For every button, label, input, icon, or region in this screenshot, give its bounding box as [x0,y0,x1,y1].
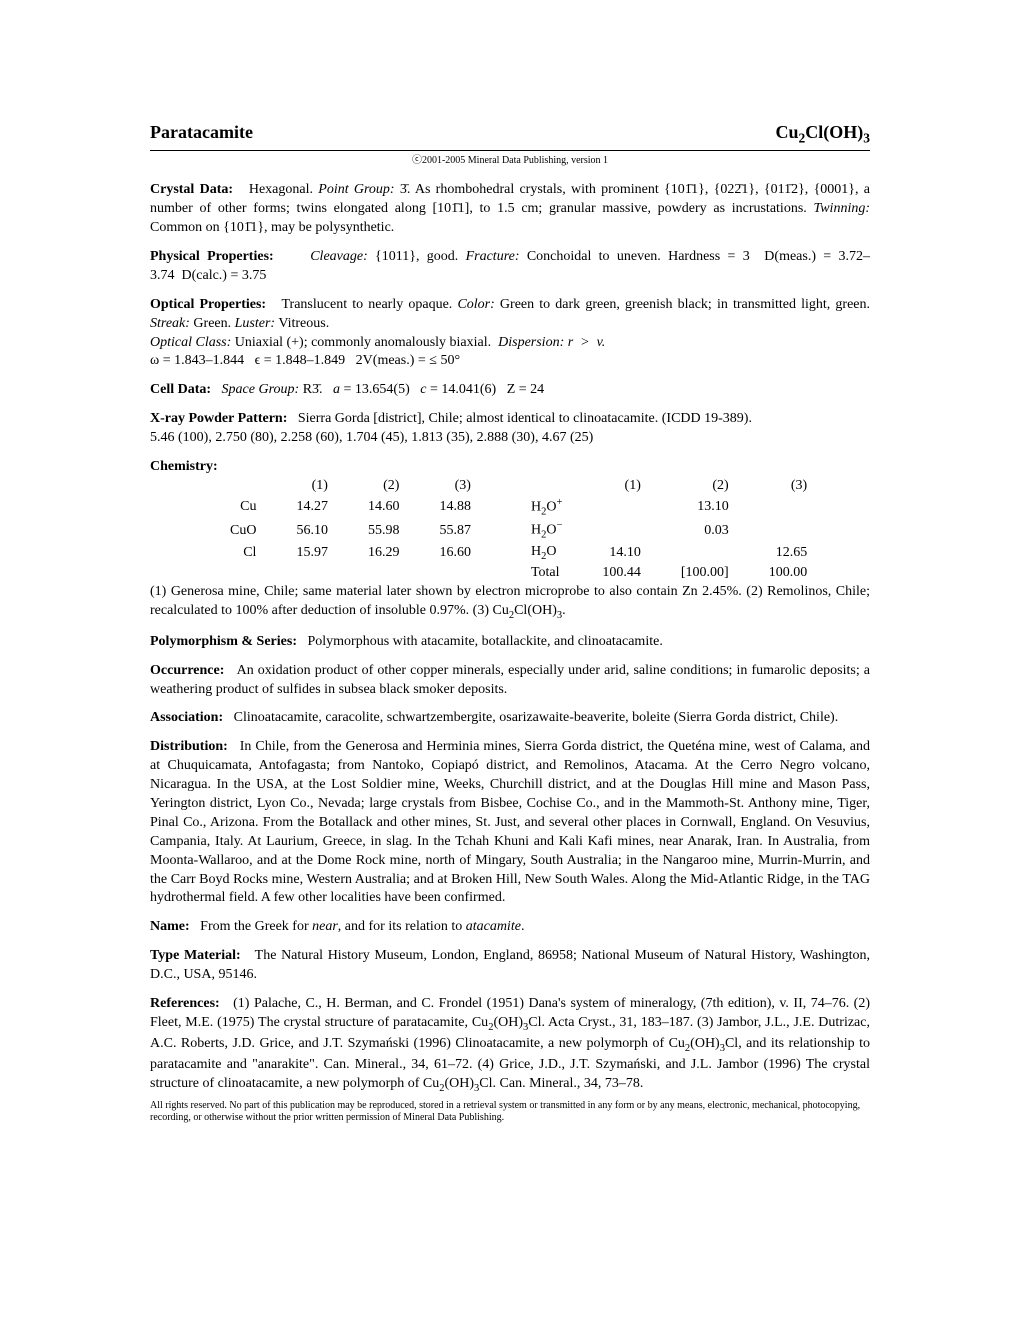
section-label: Polymorphism & Series: [150,634,297,649]
section-text: Clinoatacamite, caracolite, schwartzembe… [234,710,839,725]
header: Paratacamite Cu2Cl(OH)3 [150,120,870,151]
section-label: References: [150,996,220,1011]
section-label: X-ray Powder Pattern: [150,411,287,426]
section-text: The Natural History Museum, London, Engl… [150,948,870,982]
mineral-name: Paratacamite [150,120,253,144]
distribution-section: Distribution: In Chile, from the Generos… [150,738,870,908]
legal-notice: All rights reserved. No part of this pub… [150,1100,870,1124]
section-text: From the Greek for near, and for its rel… [200,919,524,934]
chemistry-section: Chemistry: (1)(2)(3)(1)(2)(3)Cu14.2714.6… [150,458,870,623]
chemistry-table: (1)(2)(3)(1)(2)(3)Cu14.2714.6014.88H2O+1… [210,477,827,583]
copyright-line: ⓒ2001-2005 Mineral Data Publishing, vers… [150,154,870,168]
section-label: Cell Data: [150,382,211,397]
occurrence-section: Occurrence: An oxidation product of othe… [150,662,870,700]
xray-section: X-ray Powder Pattern: Sierra Gorda [dist… [150,410,870,448]
section-label: Optical Properties: [150,297,266,312]
section-text: Space Group: R3̄. a = 13.654(5) c = 14.0… [222,382,545,397]
chemical-formula: Cu2Cl(OH)3 [775,120,870,148]
references-section: References: (1) Palache, C., H. Berman, … [150,995,870,1096]
section-label: Type Material: [150,948,241,963]
mineral-datasheet: Paratacamite Cu2Cl(OH)3 ⓒ2001-2005 Miner… [0,0,1020,1320]
polymorphism-section: Polymorphism & Series: Polymorphous with… [150,633,870,652]
section-text: Polymorphous with atacamite, botallackit… [307,634,662,649]
association-section: Association: Clinoatacamite, caracolite,… [150,709,870,728]
section-text: (1) Palache, C., H. Berman, and C. Frond… [150,996,870,1091]
optical-properties-section: Optical Properties: Translucent to nearl… [150,296,870,372]
section-text: Hexagonal. Point Group: 3̄. As rhombohed… [150,182,870,235]
section-text: An oxidation product of other copper min… [150,663,870,697]
chemistry-footnote: (1) Generosa mine, Chile; same material … [150,583,870,623]
section-label: Chemistry: [150,459,218,474]
crystal-data-section: Crystal Data: Hexagonal. Point Group: 3̄… [150,181,870,238]
section-label: Physical Properties: [150,249,274,264]
name-section: Name: From the Greek for near, and for i… [150,918,870,937]
section-label: Occurrence: [150,663,224,678]
section-label: Crystal Data: [150,182,233,197]
section-text: In Chile, from the Generosa and Herminia… [150,739,870,905]
section-label: Name: [150,919,190,934]
physical-properties-section: Physical Properties: Cleavage: {1011}, g… [150,248,870,286]
cell-data-section: Cell Data: Space Group: R3̄. a = 13.654(… [150,381,870,400]
section-label: Association: [150,710,223,725]
section-label: Distribution: [150,739,228,754]
type-material-section: Type Material: The Natural History Museu… [150,947,870,985]
